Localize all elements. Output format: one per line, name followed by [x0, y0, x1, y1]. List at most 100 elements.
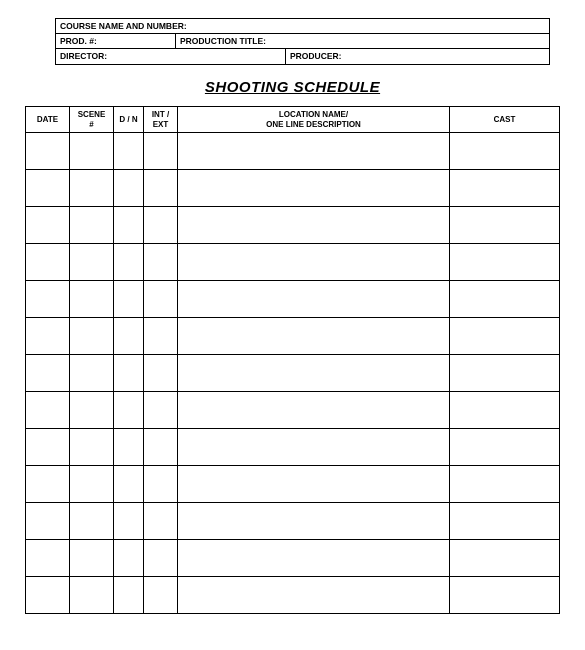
table-cell[interactable]: [144, 170, 178, 207]
table-cell[interactable]: [178, 503, 450, 540]
table-cell[interactable]: [114, 281, 144, 318]
table-cell[interactable]: [26, 503, 70, 540]
page-title: SHOOTING SCHEDULE: [25, 79, 560, 96]
table-cell[interactable]: [144, 503, 178, 540]
table-cell[interactable]: [144, 577, 178, 614]
table-cell[interactable]: [70, 466, 114, 503]
table-cell[interactable]: [114, 207, 144, 244]
table-cell[interactable]: [450, 540, 560, 577]
table-cell[interactable]: [450, 355, 560, 392]
col-header-location: LOCATION NAME/ONE LINE DESCRIPTION: [178, 107, 450, 133]
table-cell[interactable]: [70, 207, 114, 244]
table-cell[interactable]: [70, 392, 114, 429]
col-header-scene: SCENE#: [70, 107, 114, 133]
table-cell[interactable]: [70, 170, 114, 207]
table-row: [26, 244, 560, 281]
page: COURSE NAME AND NUMBER: PROD. #: PRODUCT…: [0, 0, 585, 650]
col-header-cast: CAST: [450, 107, 560, 133]
table-row: [26, 577, 560, 614]
table-cell[interactable]: [144, 392, 178, 429]
table-cell[interactable]: [178, 355, 450, 392]
table-cell[interactable]: [178, 392, 450, 429]
table-cell[interactable]: [450, 392, 560, 429]
table-cell[interactable]: [144, 466, 178, 503]
table-cell[interactable]: [144, 318, 178, 355]
table-cell[interactable]: [450, 281, 560, 318]
table-cell[interactable]: [70, 318, 114, 355]
table-row: [26, 133, 560, 170]
table-cell[interactable]: [178, 133, 450, 170]
table-cell[interactable]: [450, 466, 560, 503]
table-cell[interactable]: [144, 133, 178, 170]
table-cell[interactable]: [70, 133, 114, 170]
table-cell[interactable]: [450, 170, 560, 207]
table-cell[interactable]: [70, 429, 114, 466]
table-cell[interactable]: [144, 429, 178, 466]
table-cell[interactable]: [178, 244, 450, 281]
table-cell[interactable]: [26, 392, 70, 429]
table-cell[interactable]: [70, 355, 114, 392]
table-cell[interactable]: [114, 355, 144, 392]
table-cell[interactable]: [26, 466, 70, 503]
table-body: [26, 133, 560, 614]
table-cell[interactable]: [178, 466, 450, 503]
table-row: [26, 355, 560, 392]
table-cell[interactable]: [114, 577, 144, 614]
table-cell[interactable]: [450, 133, 560, 170]
col-header-date: DATE: [26, 107, 70, 133]
table-cell[interactable]: [144, 281, 178, 318]
table-cell[interactable]: [114, 466, 144, 503]
table-cell[interactable]: [450, 244, 560, 281]
table-cell[interactable]: [450, 207, 560, 244]
table-cell[interactable]: [114, 244, 144, 281]
table-cell[interactable]: [26, 244, 70, 281]
table-cell[interactable]: [114, 133, 144, 170]
table-cell[interactable]: [26, 170, 70, 207]
table-cell[interactable]: [70, 281, 114, 318]
table-cell[interactable]: [178, 318, 450, 355]
table-row: [26, 318, 560, 355]
table-cell[interactable]: [450, 318, 560, 355]
table-cell[interactable]: [450, 503, 560, 540]
table-cell[interactable]: [450, 429, 560, 466]
table-cell[interactable]: [114, 392, 144, 429]
table-cell[interactable]: [178, 540, 450, 577]
table-header-row: DATE SCENE# D / N INT /EXT LOCATION NAME…: [26, 107, 560, 133]
table-cell[interactable]: [26, 207, 70, 244]
table-cell[interactable]: [144, 244, 178, 281]
table-cell[interactable]: [26, 281, 70, 318]
table-cell[interactable]: [26, 133, 70, 170]
table-cell[interactable]: [26, 318, 70, 355]
table-cell[interactable]: [26, 577, 70, 614]
table-cell[interactable]: [26, 429, 70, 466]
header-row-course: COURSE NAME AND NUMBER:: [56, 19, 549, 34]
table-cell[interactable]: [178, 170, 450, 207]
prod-title-label: PRODUCTION TITLE:: [176, 34, 549, 48]
producer-label: PRODUCER:: [286, 49, 549, 64]
table-cell[interactable]: [70, 577, 114, 614]
table-cell[interactable]: [144, 207, 178, 244]
table-cell[interactable]: [70, 244, 114, 281]
table-cell[interactable]: [144, 355, 178, 392]
table-cell[interactable]: [178, 577, 450, 614]
table-cell[interactable]: [26, 540, 70, 577]
table-cell[interactable]: [114, 429, 144, 466]
table-cell[interactable]: [450, 577, 560, 614]
director-label: DIRECTOR:: [56, 49, 286, 64]
col-header-intext: INT /EXT: [144, 107, 178, 133]
table-cell[interactable]: [26, 355, 70, 392]
table-cell[interactable]: [178, 281, 450, 318]
table-cell[interactable]: [114, 170, 144, 207]
table-cell[interactable]: [144, 540, 178, 577]
table-cell[interactable]: [70, 503, 114, 540]
table-cell[interactable]: [178, 207, 450, 244]
table-cell[interactable]: [114, 503, 144, 540]
table-cell[interactable]: [70, 540, 114, 577]
course-label: COURSE NAME AND NUMBER:: [56, 19, 549, 33]
table-row: [26, 466, 560, 503]
table-cell[interactable]: [114, 318, 144, 355]
table-cell[interactable]: [178, 429, 450, 466]
prod-num-label: PROD. #:: [56, 34, 176, 48]
header-row-crew: DIRECTOR: PRODUCER:: [56, 49, 549, 64]
table-cell[interactable]: [114, 540, 144, 577]
